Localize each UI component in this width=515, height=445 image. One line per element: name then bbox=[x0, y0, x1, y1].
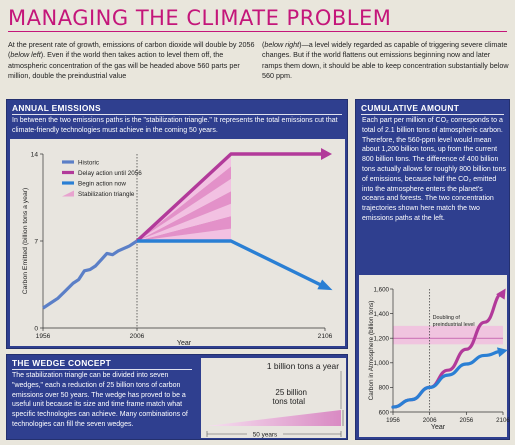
y-tick-label: 1,000 bbox=[374, 360, 390, 367]
annual-emissions-chart: 0 7 14 1956 2006 2106 Year Carbon Emitted (bill… bbox=[22, 148, 333, 347]
wedge-diagram: 1 billion tons a year 25 billion tons to… bbox=[206, 361, 344, 439]
cumulative-amount-rule bbox=[361, 114, 504, 115]
intro-right: (below right)—a level widely regarded as… bbox=[262, 40, 509, 82]
cumulative-amount-chart: 600 800 1,000 1,200 1,400 1,600 1956 2006 2056 21… bbox=[368, 286, 510, 431]
wedge-total-label-2: tons total bbox=[273, 397, 306, 406]
y-tick-label: 7 bbox=[34, 239, 38, 246]
x-axis-title: Year bbox=[431, 424, 446, 431]
intro-right-open: ( bbox=[262, 40, 265, 49]
y-tick-label: 0 bbox=[34, 326, 38, 333]
series-historic bbox=[42, 239, 138, 310]
series-begin-action bbox=[391, 349, 505, 409]
cumulative-amount-title: CUMULATIVE AMOUNT bbox=[361, 103, 460, 113]
y-tick-label: 1,600 bbox=[374, 286, 390, 293]
cumulative-amount-panel: CUMULATIVE AMOUNT Each part per million … bbox=[355, 99, 510, 440]
wedge-total-label-1: 25 billion bbox=[275, 388, 307, 397]
wedge-rate-label: 1 billion tons a year bbox=[267, 361, 339, 371]
annual-emissions-title: ANNUAL EMISSIONS bbox=[12, 103, 101, 113]
annual-emissions-rule bbox=[12, 114, 342, 115]
intro-left-2: ). Even if the world then takes action t… bbox=[8, 50, 240, 81]
x-tick-label: 1956 bbox=[36, 333, 51, 340]
legend-label: Stabilization triangle bbox=[78, 191, 135, 198]
x-tick-label: 2006 bbox=[130, 333, 145, 340]
cumulative-amount-text: Each part per million of CO₂ corresponds… bbox=[362, 117, 506, 222]
y-tick-label: 14 bbox=[31, 152, 39, 159]
y-tick-label: 1,200 bbox=[374, 336, 390, 343]
stabilization-wedge bbox=[137, 228, 231, 241]
series-delay-action-arrowhead bbox=[496, 288, 506, 300]
intro-right-1: )—a level widely regarded as capable of … bbox=[262, 40, 509, 81]
series-begin-arrowhead bbox=[317, 279, 333, 291]
legend-label: Historic bbox=[78, 159, 99, 166]
legend-swatch bbox=[62, 190, 74, 197]
wedge-shape bbox=[207, 410, 341, 426]
y-tick-label: 800 bbox=[379, 385, 390, 392]
intro-right-em: below right bbox=[264, 40, 300, 49]
intro-left: At the present rate of growth, emissions… bbox=[8, 40, 256, 82]
doubling-annotation-1: Doubling of bbox=[433, 315, 461, 321]
legend-label: Delay action until 2056 bbox=[78, 170, 142, 177]
annual-emissions-text: In between the two emissions paths is th… bbox=[12, 117, 338, 134]
x-tick-label: 2006 bbox=[423, 417, 437, 424]
intro-left-1: At the present rate of growth, emissions… bbox=[8, 40, 255, 60]
x-axis-title: Year bbox=[177, 340, 192, 347]
wedge-concept-panel: THE WEDGE CONCEPT The stabilization tria… bbox=[6, 354, 348, 440]
intro-left-em: below left bbox=[10, 50, 41, 60]
series-begin-action bbox=[137, 239, 326, 289]
wedge-span-label: 50 years bbox=[253, 432, 278, 439]
title-rule bbox=[8, 31, 507, 32]
series-delay-arrowhead bbox=[321, 148, 332, 160]
stabilization-wedge bbox=[137, 166, 231, 241]
legend-label: Begin action now bbox=[78, 180, 126, 187]
y-axis-title: Carbon in Atmosphere (billion tons) bbox=[368, 301, 375, 401]
x-tick-label: 2056 bbox=[459, 417, 473, 424]
x-tick-label: 2106 bbox=[318, 333, 333, 340]
series-delay-action bbox=[135, 152, 325, 243]
doubling-annotation-2: preindustrial level bbox=[433, 322, 475, 328]
series-begin-action-arrowhead bbox=[496, 347, 508, 358]
stabilization-wedge bbox=[137, 203, 231, 241]
page-title: MANAGING THE CLIMATE PROBLEM bbox=[8, 6, 392, 30]
y-axis-title: Carbon Emitted (billion tons a year) bbox=[22, 188, 29, 295]
stabilization-wedge bbox=[137, 216, 231, 241]
x-tick-label: 1956 bbox=[386, 417, 400, 424]
y-tick-label: 600 bbox=[379, 409, 390, 416]
wedge-concept-text: The stabilization triangle can be divide… bbox=[12, 372, 188, 428]
series-delay-action bbox=[391, 291, 505, 409]
y-tick-label: 1,400 bbox=[374, 311, 390, 318]
doubling-band bbox=[393, 325, 503, 345]
x-tick-label: 2106 bbox=[496, 417, 510, 424]
annual-emissions-panel: ANNUAL EMISSIONS In between the two emis… bbox=[6, 99, 348, 349]
wedge-concept-rule bbox=[12, 369, 192, 370]
wedge-concept-title: THE WEDGE CONCEPT bbox=[12, 358, 112, 368]
